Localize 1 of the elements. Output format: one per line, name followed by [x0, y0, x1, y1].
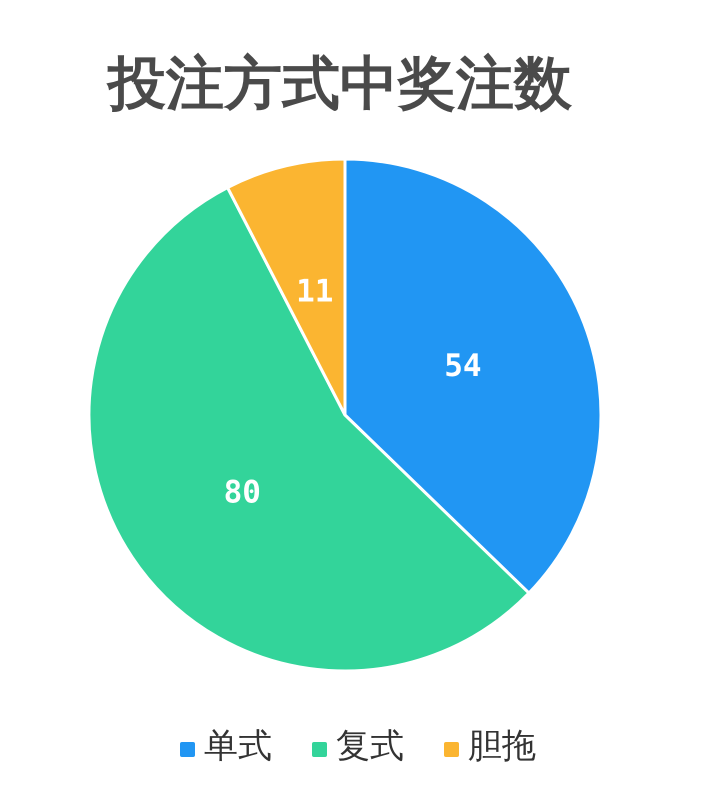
title: 投注方式中奖注数	[108, 49, 572, 117]
